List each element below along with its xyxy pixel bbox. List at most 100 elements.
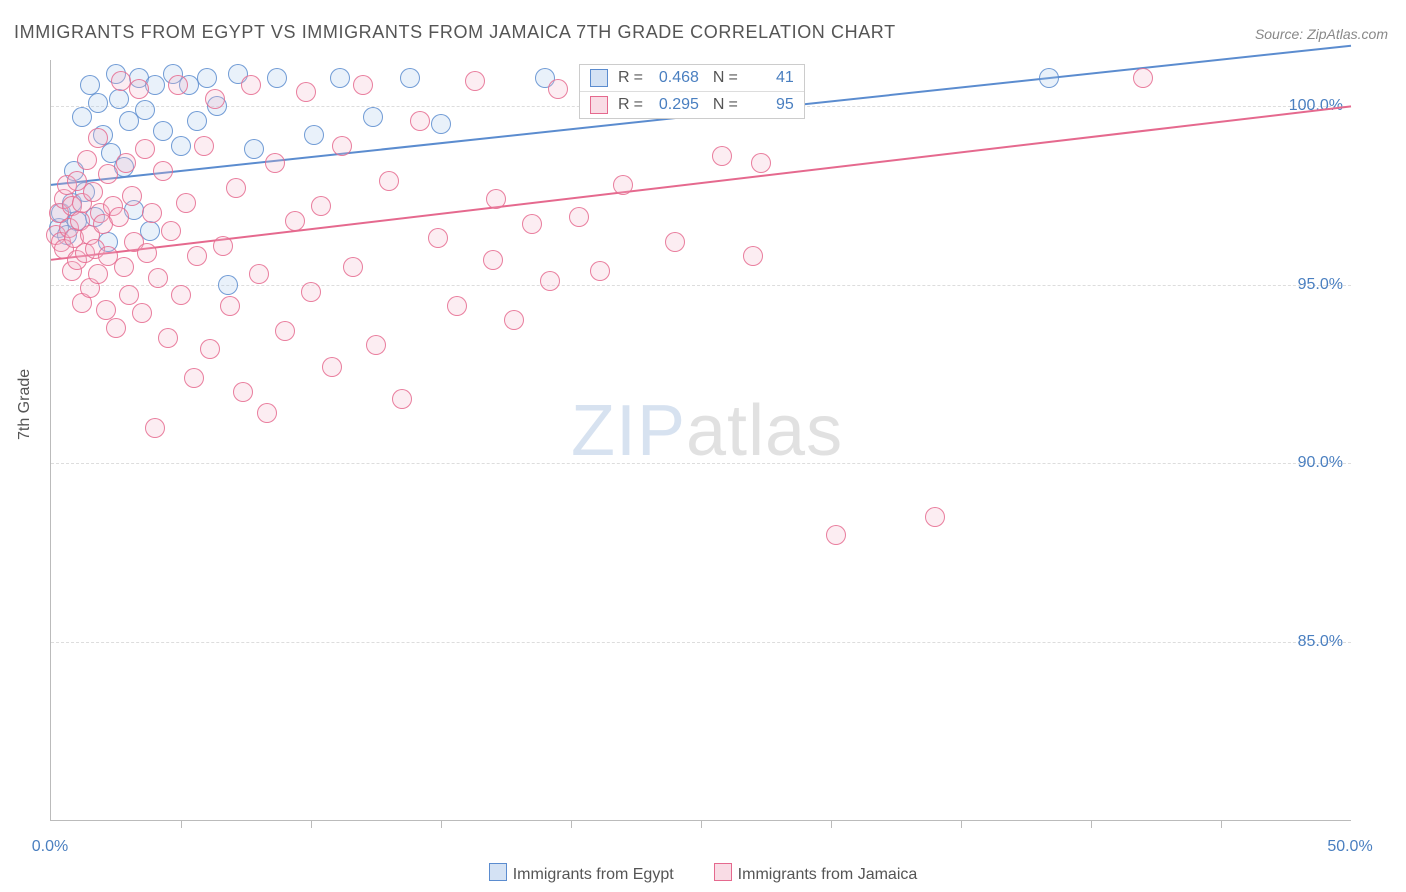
legend-item: Immigrants from Egypt: [489, 866, 674, 883]
stat-n-label: N: [713, 96, 725, 114]
data-point: [465, 71, 485, 91]
data-point: [194, 136, 214, 156]
data-point: [88, 264, 108, 284]
stats-legend-row: R=0.295N=95: [580, 92, 804, 118]
data-point: [137, 243, 157, 263]
data-point: [486, 189, 506, 209]
data-point: [275, 321, 295, 341]
data-point: [332, 136, 352, 156]
data-point: [712, 146, 732, 166]
x-tick: [961, 820, 962, 828]
chart-title: IMMIGRANTS FROM EGYPT VS IMMIGRANTS FROM…: [14, 22, 896, 43]
data-point: [366, 335, 386, 355]
stats-legend: R=0.468N=41R=0.295N=95: [579, 64, 805, 119]
data-point: [244, 139, 264, 159]
data-point: [111, 71, 131, 91]
data-point: [135, 139, 155, 159]
x-tick: [181, 820, 182, 828]
data-point: [343, 257, 363, 277]
legend-bottom: Immigrants from Egypt Immigrants from Jam…: [0, 863, 1406, 884]
plot-area: ZIPatlas 100.0%95.0%90.0%85.0%R=0.468N=4…: [50, 60, 1351, 821]
data-point: [925, 507, 945, 527]
data-point: [106, 318, 126, 338]
data-point: [447, 296, 467, 316]
data-point: [77, 150, 97, 170]
stat-r-label: R: [618, 69, 630, 87]
x-tick: [1221, 820, 1222, 828]
data-point: [116, 153, 136, 173]
regression-layer: [51, 60, 1351, 820]
data-point: [665, 232, 685, 252]
stat-r-value: 0.295: [647, 96, 699, 114]
data-point: [330, 68, 350, 88]
data-point: [569, 207, 589, 227]
data-point: [129, 79, 149, 99]
data-point: [826, 525, 846, 545]
source-label: Source: ZipAtlas.com: [1255, 26, 1388, 42]
data-point: [197, 68, 217, 88]
data-point: [363, 107, 383, 127]
data-point: [241, 75, 261, 95]
data-point: [114, 257, 134, 277]
data-point: [431, 114, 451, 134]
legend-swatch: [489, 863, 507, 881]
data-point: [200, 339, 220, 359]
data-point: [304, 125, 324, 145]
x-tick: [1091, 820, 1092, 828]
data-point: [135, 100, 155, 120]
data-point: [171, 136, 191, 156]
data-point: [428, 228, 448, 248]
data-point: [142, 203, 162, 223]
data-point: [392, 389, 412, 409]
data-point: [153, 161, 173, 181]
data-point: [88, 93, 108, 113]
data-point: [122, 186, 142, 206]
data-point: [249, 264, 269, 284]
data-point: [148, 268, 168, 288]
data-point: [184, 368, 204, 388]
regression-line: [51, 106, 1351, 259]
data-point: [267, 68, 287, 88]
data-point: [590, 261, 610, 281]
data-point: [226, 178, 246, 198]
data-point: [145, 418, 165, 438]
data-point: [176, 193, 196, 213]
data-point: [98, 164, 118, 184]
data-point: [540, 271, 560, 291]
x-tick: [571, 820, 572, 828]
data-point: [400, 68, 420, 88]
data-point: [483, 250, 503, 270]
data-point: [265, 153, 285, 173]
data-point: [301, 282, 321, 302]
legend-swatch: [590, 96, 608, 114]
stat-n-label: N: [713, 69, 725, 87]
data-point: [1133, 68, 1153, 88]
stat-n-value: 41: [742, 69, 794, 87]
data-point: [751, 153, 771, 173]
x-tick: [831, 820, 832, 828]
x-tick-label: 0.0%: [32, 838, 68, 856]
data-point: [88, 128, 108, 148]
data-point: [379, 171, 399, 191]
data-point: [1039, 68, 1059, 88]
data-point: [257, 403, 277, 423]
data-point: [153, 121, 173, 141]
data-point: [410, 111, 430, 131]
legend-item: Immigrants from Jamaica: [714, 866, 918, 883]
data-point: [504, 310, 524, 330]
stat-r-label: R: [618, 96, 630, 114]
data-point: [743, 246, 763, 266]
data-point: [548, 79, 568, 99]
data-point: [285, 211, 305, 231]
stats-legend-row: R=0.468N=41: [580, 65, 804, 92]
data-point: [168, 75, 188, 95]
stat-r-value: 0.468: [647, 69, 699, 87]
data-point: [296, 82, 316, 102]
legend-swatch: [590, 69, 608, 87]
legend-swatch: [714, 863, 732, 881]
data-point: [187, 246, 207, 266]
x-tick: [441, 820, 442, 828]
legend-label: Immigrants from Egypt: [513, 866, 674, 883]
data-point: [83, 182, 103, 202]
data-point: [187, 111, 207, 131]
